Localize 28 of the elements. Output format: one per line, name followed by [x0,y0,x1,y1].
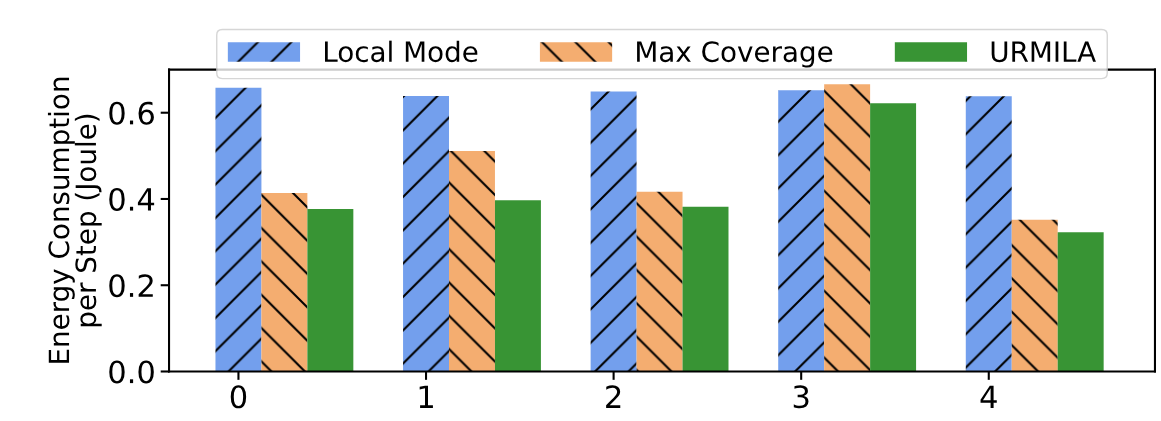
bar [403,95,449,372]
bar [1011,219,1058,372]
bar [965,96,1012,372]
bar [636,191,683,372]
y-tick-label: 0.6 [109,101,154,125]
x-tick-label: 3 [793,385,809,409]
bar [1057,232,1104,372]
bar [824,84,871,372]
x-tick-label: 2 [606,385,621,408]
legend-label: Local Mode [325,40,478,63]
x-tick-label: 4 [980,385,997,408]
y-tick-label: 0.4 [109,187,155,212]
bar [870,103,917,372]
bar [590,91,637,372]
x-tick-label: 0 [230,385,247,409]
y-tick-label: 0.0 [109,360,154,384]
x-tick-label: 1 [419,385,433,408]
bar [682,206,729,372]
y-tick-label: 0.2 [109,274,153,298]
bar [215,87,262,372]
y-axis-title: Energy Consumption per Step (Joule) [47,77,102,363]
bar [449,151,495,372]
bar [307,208,354,372]
legend-label: URMILA [991,41,1096,63]
bar [494,200,541,372]
bar [261,192,308,372]
legend-label: Max Coverage [637,41,833,68]
bar [778,90,825,372]
